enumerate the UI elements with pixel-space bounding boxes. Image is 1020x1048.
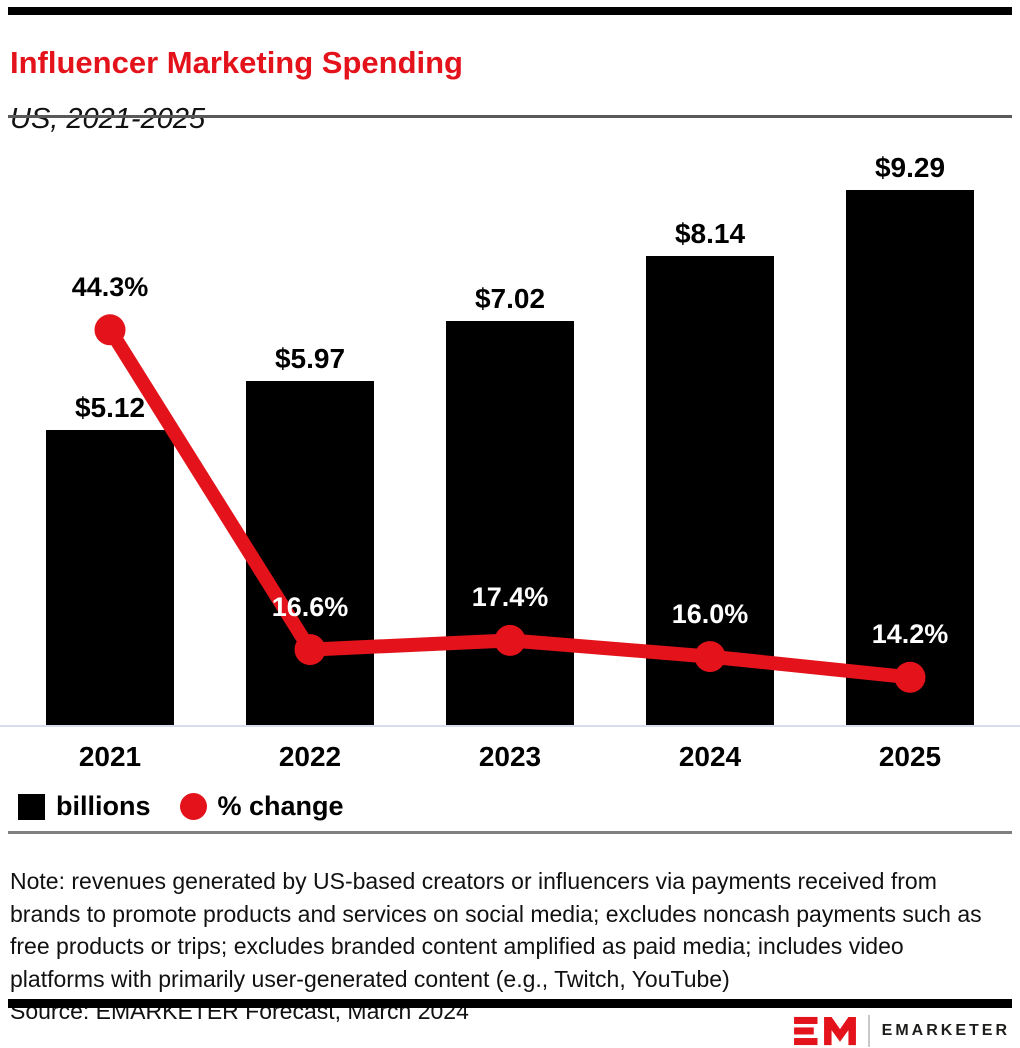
bar-value-label: $5.12 [74,392,146,424]
footer-divider [8,999,1012,1008]
brand-footer: EMARKETER [793,1014,1010,1048]
x-axis-label-2022: 2022 [278,741,342,772]
legend-divider [8,831,1012,834]
x-axis-label-2021: 2021 [78,741,142,772]
bar-2025 [846,190,974,725]
line-point-2024 [694,641,726,673]
pct-change-label: 17.4% [471,582,549,613]
pct-change-label: 14.2% [871,619,949,650]
logo-divider [867,1015,870,1047]
legend-label-pct-change: % change [217,791,344,821]
pct-change-label: 44.3% [71,271,149,302]
brand-name: EMARKETER [881,1022,1010,1039]
bar-2021 [46,430,174,725]
legend-square-swatch-billions [18,793,45,820]
x-axis-label-2025: 2025 [878,741,942,772]
line-point-2021 [94,314,126,346]
bar-value-label: $9.29 [874,152,946,184]
legend-label-billions: billions [56,791,151,821]
page-title: Influencer Marketing Spending [10,44,463,80]
bar-2023 [446,320,574,725]
x-axis-label-2023: 2023 [478,741,542,772]
top-divider [8,7,1012,15]
bar-value-label: $8.14 [674,218,746,250]
line-point-2022 [294,634,326,666]
x-axis-label-2024: 2024 [678,741,742,772]
legend-circle-swatch-pct-change [179,793,207,820]
footnote-text: Note: revenues generated by US-based cre… [10,868,982,992]
page-subtitle: US, 2021-2025 [10,103,206,136]
pct-change-label: 16.6% [271,591,349,622]
pct-change-line [94,314,926,693]
chart-legend: billions % change [18,791,344,822]
line-point-2025 [894,661,926,693]
bar-value-label: $7.02 [474,282,546,314]
bar-2022 [246,381,374,725]
header-divider [8,115,1012,118]
pct-change-label: 16.0% [671,598,749,629]
emarketer-logo-icon [793,1016,856,1046]
line-point-2023 [494,624,526,656]
bar-line-chart: $5.12 $5.97 $7.02 $8.14 $9.29 44.3% 16.6% 17.4%… [0,130,1020,772]
bar-value-label: $5.97 [274,343,346,375]
